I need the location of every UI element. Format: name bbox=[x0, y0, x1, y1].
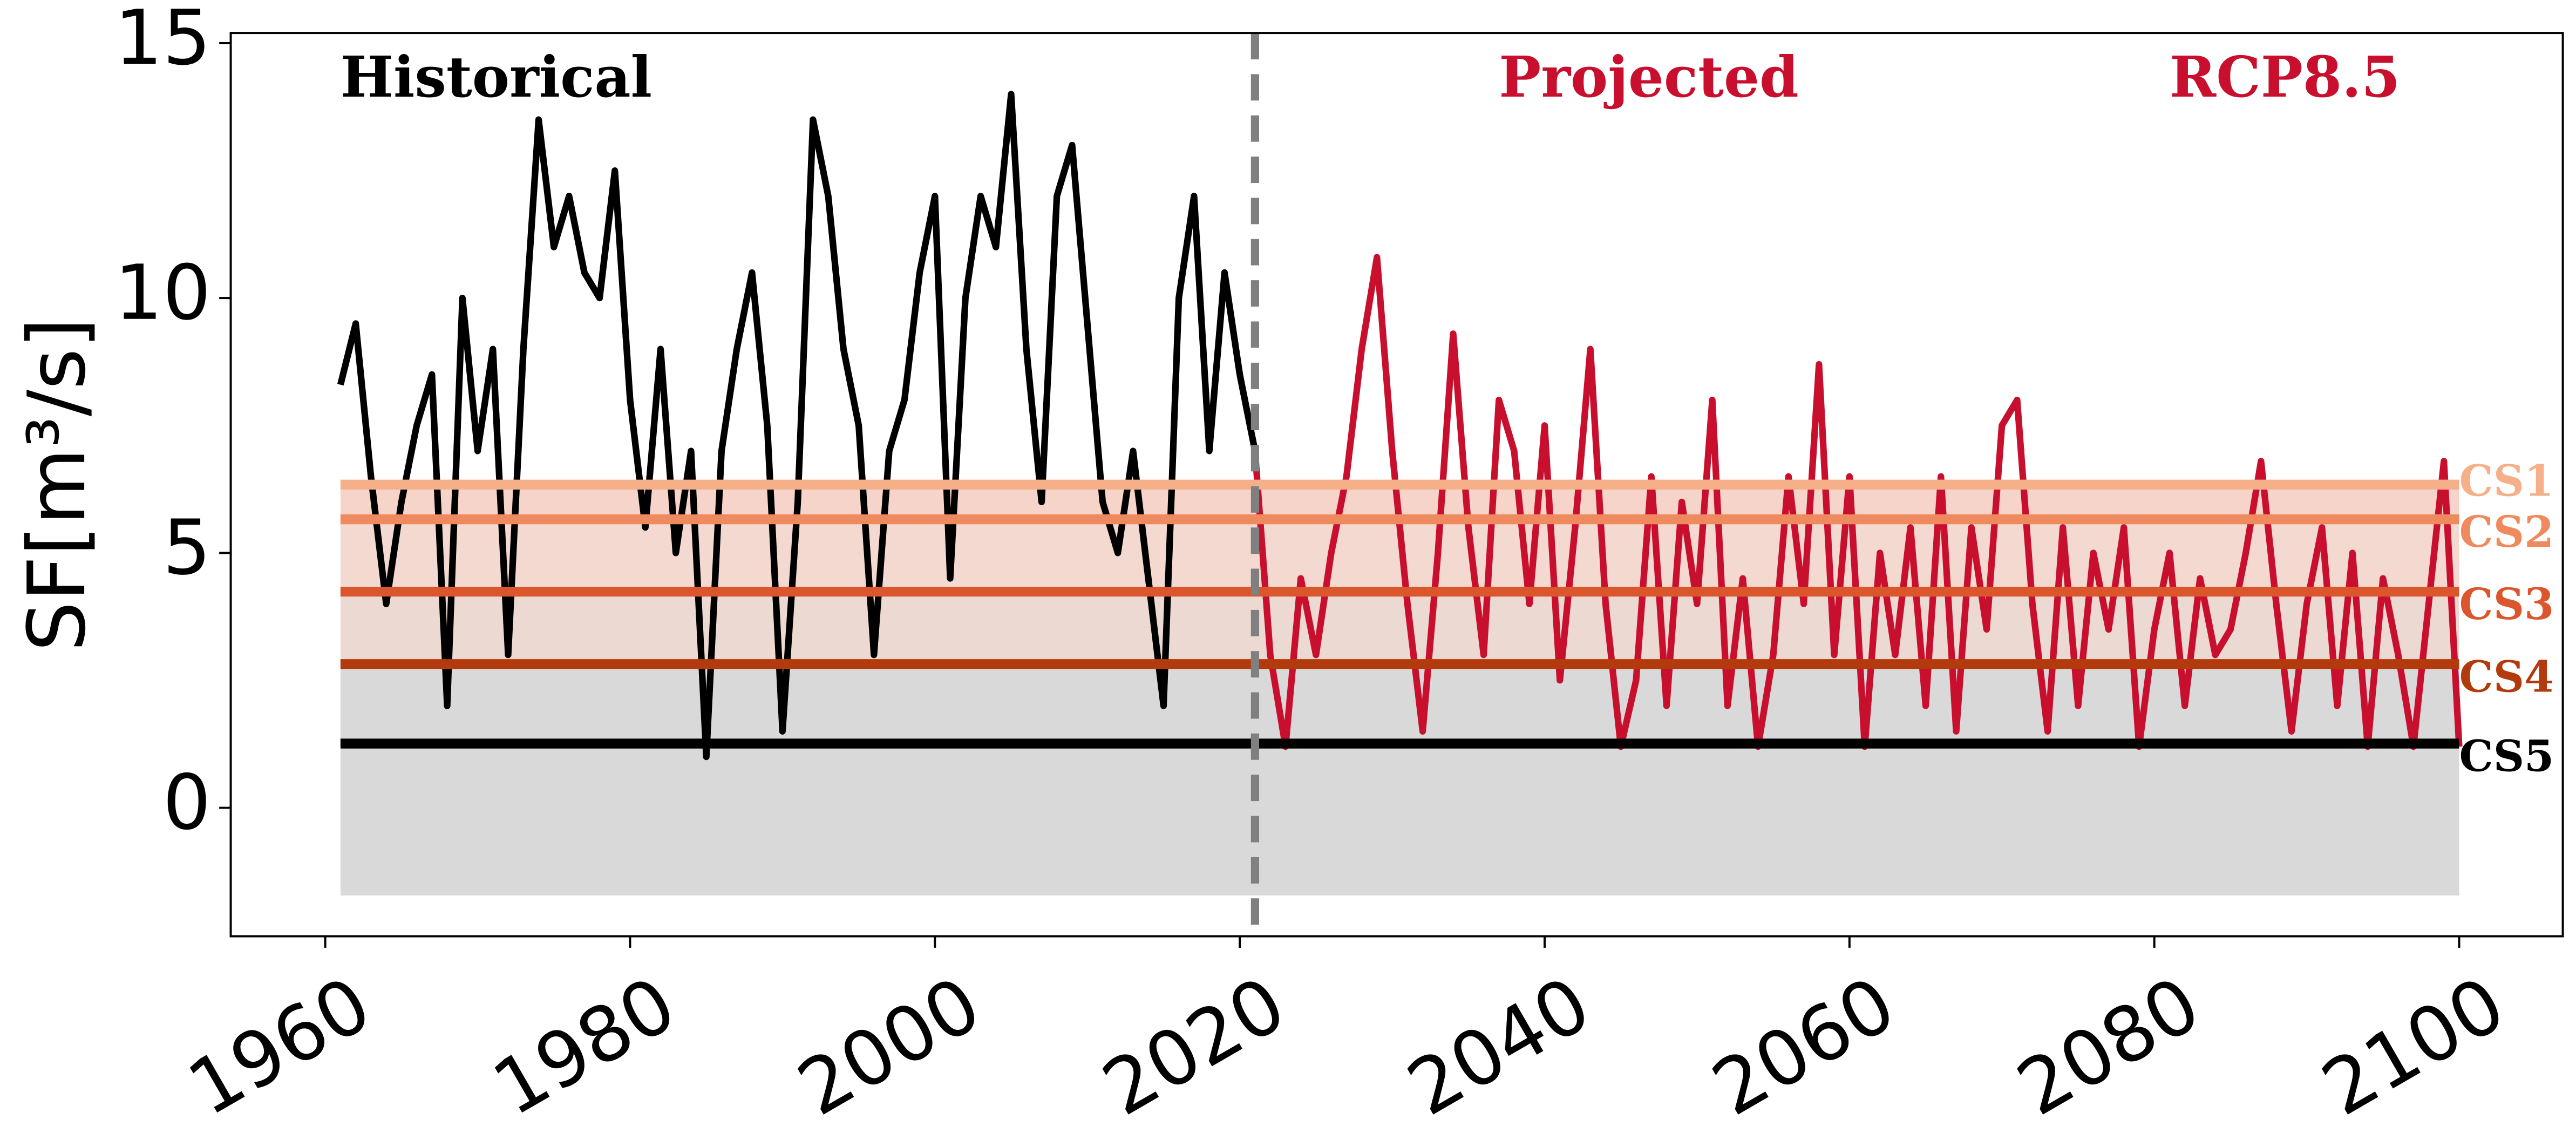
threshold-label: CS2 bbox=[2459, 506, 2554, 557]
annotation: Historical bbox=[341, 45, 652, 110]
x-tick-label: 2040 bbox=[1394, 960, 1605, 1133]
series-line bbox=[1252, 254, 2463, 750]
x-tick-label: 2020 bbox=[1089, 960, 1300, 1133]
annotation: Projected bbox=[1499, 45, 1798, 110]
y-axis-label: SF[m³/s] bbox=[11, 317, 103, 652]
threshold-label: CS3 bbox=[2459, 579, 2554, 629]
series-line bbox=[337, 91, 1259, 761]
threshold-label: CS4 bbox=[2459, 651, 2554, 702]
x-tick-label: 2080 bbox=[2003, 960, 2214, 1133]
threshold-band bbox=[340, 664, 2459, 744]
floor-band bbox=[340, 743, 2459, 895]
y-tick-label: 0 bbox=[163, 759, 211, 847]
x-tick-label: 1980 bbox=[479, 960, 690, 1133]
y-tick-label: 10 bbox=[114, 249, 211, 337]
x-tick-label: 1960 bbox=[174, 960, 385, 1133]
x-tick-label: 2060 bbox=[1698, 960, 1909, 1133]
annotation: RCP8.5 bbox=[2170, 45, 2401, 110]
y-tick-label: 5 bbox=[163, 504, 211, 592]
threshold-label: CS1 bbox=[2459, 455, 2554, 506]
plot-frame bbox=[229, 32, 2564, 938]
x-tick-label: 2100 bbox=[2308, 960, 2519, 1133]
threshold-label: CS5 bbox=[2459, 731, 2554, 782]
y-tick-label: 15 bbox=[114, 0, 211, 83]
threshold-band bbox=[340, 592, 2459, 664]
x-tick-label: 2000 bbox=[784, 960, 995, 1133]
